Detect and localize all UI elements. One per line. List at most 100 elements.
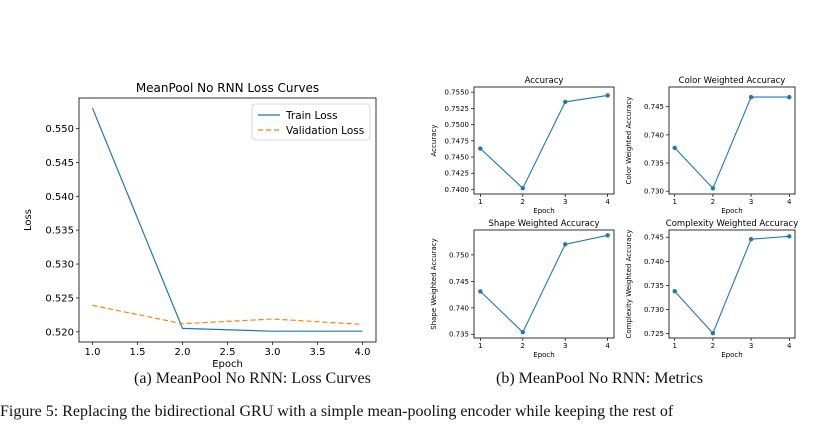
chart-1-y-axis-label: Accuracy xyxy=(430,125,438,157)
chart-2-series-0-line xyxy=(674,96,790,190)
chart-4-y-tick-label: 0.730 xyxy=(644,306,664,314)
chart-0-y-tick-label: 0.530 xyxy=(45,260,74,271)
chart-2-y-tick-label: 0.745 xyxy=(644,103,664,111)
caption-a: (a) MeanPool No RNN: Loss Curves xyxy=(134,370,371,387)
chart-1-title: Accuracy xyxy=(525,76,564,86)
chart-1-y-tick-label: 0.7425 xyxy=(445,170,470,178)
chart-0-y-tick-label: 0.545 xyxy=(45,158,74,169)
chart-3-data-point xyxy=(478,289,483,294)
chart-3-y-tick-label: 0.745 xyxy=(449,278,469,286)
chart-3-x-tick-label: 4 xyxy=(605,342,610,350)
chart-4-x-tick-label: 3 xyxy=(749,342,753,350)
chart-3-y-tick-label: 0.735 xyxy=(449,331,469,339)
chart-0-series-0-line xyxy=(91,107,363,332)
chart-1-x-tick-label: 2 xyxy=(521,198,525,206)
chart-0-y-tick-label: 0.535 xyxy=(45,226,74,237)
chart-0-y-tick-label: 0.520 xyxy=(45,327,74,338)
chart-1-x-tick-label: 1 xyxy=(478,198,482,206)
chart-1-y-tick-label: 0.7475 xyxy=(445,137,470,145)
chart-0-y-tick-label: 0.525 xyxy=(45,293,74,304)
chart-2-x-tick-label: 3 xyxy=(749,198,753,206)
chart-1-x-tick-label: 3 xyxy=(563,198,567,206)
chart-3-x-tick-label: 2 xyxy=(521,342,525,350)
chart-0-x-tick-label: 4.0 xyxy=(355,347,371,358)
chart-2-data-point xyxy=(710,186,716,191)
chart-4-data-point xyxy=(748,236,754,242)
chart-2-data-point xyxy=(787,94,792,100)
chart-0-legend-label-0: Train Loss xyxy=(285,110,338,122)
chart-0-series-1-line xyxy=(92,304,363,325)
chart-4-y-tick-label: 0.745 xyxy=(644,234,664,242)
chart-4-y-tick-label: 0.735 xyxy=(644,282,664,290)
chart-2-x-tick-label: 2 xyxy=(711,198,715,206)
chart-0-title: MeanPool No RNN Loss Curves xyxy=(136,81,319,95)
chart-0-x-tick-label: 3.5 xyxy=(310,347,326,358)
chart-3-y-tick-label: 0.740 xyxy=(449,304,469,312)
chart-1-data-point xyxy=(520,185,525,191)
chart-1-data-point xyxy=(478,146,483,151)
chart-4-data-point xyxy=(672,289,677,294)
chart-2-y-tick-label: 0.740 xyxy=(644,131,664,139)
chart-0-group xyxy=(76,97,377,345)
chart-3-x-tick-label: 1 xyxy=(478,342,482,350)
chart-3-title: Shape Weighted Accuracy xyxy=(488,219,599,229)
chart-3-data-point xyxy=(563,242,568,247)
chart-4-title: Complexity Weighted Accuracy xyxy=(666,219,798,229)
chart-1-axes-frame xyxy=(473,86,615,195)
figure-caption-fragment: Figure 5: Replacing the bidirectional GR… xyxy=(0,403,674,420)
chart-4-x-axis-label: Epoch xyxy=(721,351,742,359)
chart-3-group xyxy=(471,229,615,341)
chart-2-x-axis-label: Epoch xyxy=(721,207,742,215)
chart-2-data-point xyxy=(748,94,754,100)
chart-0-legend-box xyxy=(251,103,371,141)
chart-0-x-axis-label: Epoch xyxy=(212,359,243,370)
chart-0-legend-label-1: Validation Loss xyxy=(286,125,364,137)
chart-2-title: Color Weighted Accuracy xyxy=(679,76,786,86)
chart-2-y-axis-label: Color Weighted Accuracy xyxy=(625,97,633,185)
chart-4-data-point xyxy=(787,234,792,239)
chart-1-y-tick-label: 0.7500 xyxy=(445,121,470,129)
chart-3-axes-frame xyxy=(473,229,615,339)
chart-4-y-tick-label: 0.740 xyxy=(644,258,664,266)
chart-4-data-point xyxy=(710,330,716,336)
chart-3-data-point xyxy=(520,329,525,335)
chart-2-x-tick-label: 1 xyxy=(672,198,676,206)
chart-4-y-tick-label: 0.725 xyxy=(644,330,664,338)
chart-1-y-tick-label: 0.7550 xyxy=(445,89,470,97)
chart-1-group xyxy=(471,86,615,197)
chart-3-x-axis-label: Epoch xyxy=(533,351,554,359)
chart-2-x-tick-label: 4 xyxy=(787,198,792,206)
chart-4-x-tick-label: 1 xyxy=(672,342,676,350)
chart-0-y-axis-label: Loss xyxy=(23,209,34,231)
chart-4-x-tick-label: 2 xyxy=(711,342,715,350)
chart-1-data-point xyxy=(563,99,568,105)
chart-4-x-tick-label: 4 xyxy=(787,342,792,350)
chart-1-data-point xyxy=(605,93,610,98)
chart-2-data-point xyxy=(672,145,677,151)
chart-3-y-tick-label: 0.750 xyxy=(449,251,469,259)
chart-1-x-tick-label: 4 xyxy=(605,198,610,206)
chart-0-y-tick-label: 0.540 xyxy=(45,192,74,203)
chart-0-x-tick-label: 2.0 xyxy=(175,347,191,358)
chart-3-series-0-line xyxy=(480,234,608,334)
chart-3-y-axis-label: Shape Weighted Accuracy xyxy=(430,238,438,329)
chart-1-y-tick-label: 0.7400 xyxy=(445,186,470,194)
caption-b: (b) MeanPool No RNN: Metrics xyxy=(496,370,704,387)
chart-1-x-axis-label: Epoch xyxy=(533,207,554,215)
chart-1-series-0-line xyxy=(480,94,608,190)
chart-2-y-tick-label: 0.735 xyxy=(644,159,664,167)
chart-4-axes-frame xyxy=(668,229,796,339)
chart-2-group xyxy=(666,86,796,197)
chart-1-y-tick-label: 0.7525 xyxy=(445,105,470,113)
chart-0-y-tick-label: 0.550 xyxy=(45,124,74,135)
chart-3-data-point xyxy=(605,233,610,238)
chart-2-axes-frame xyxy=(668,86,796,195)
chart-0-x-tick-label: 1.5 xyxy=(130,347,146,358)
chart-0-x-tick-label: 3.0 xyxy=(265,347,281,358)
chart-1-y-tick-label: 0.7450 xyxy=(445,153,470,161)
chart-3-x-tick-label: 3 xyxy=(563,342,567,350)
chart-2-y-tick-label: 0.730 xyxy=(644,188,664,196)
chart-0-x-tick-label: 1.0 xyxy=(85,347,101,358)
